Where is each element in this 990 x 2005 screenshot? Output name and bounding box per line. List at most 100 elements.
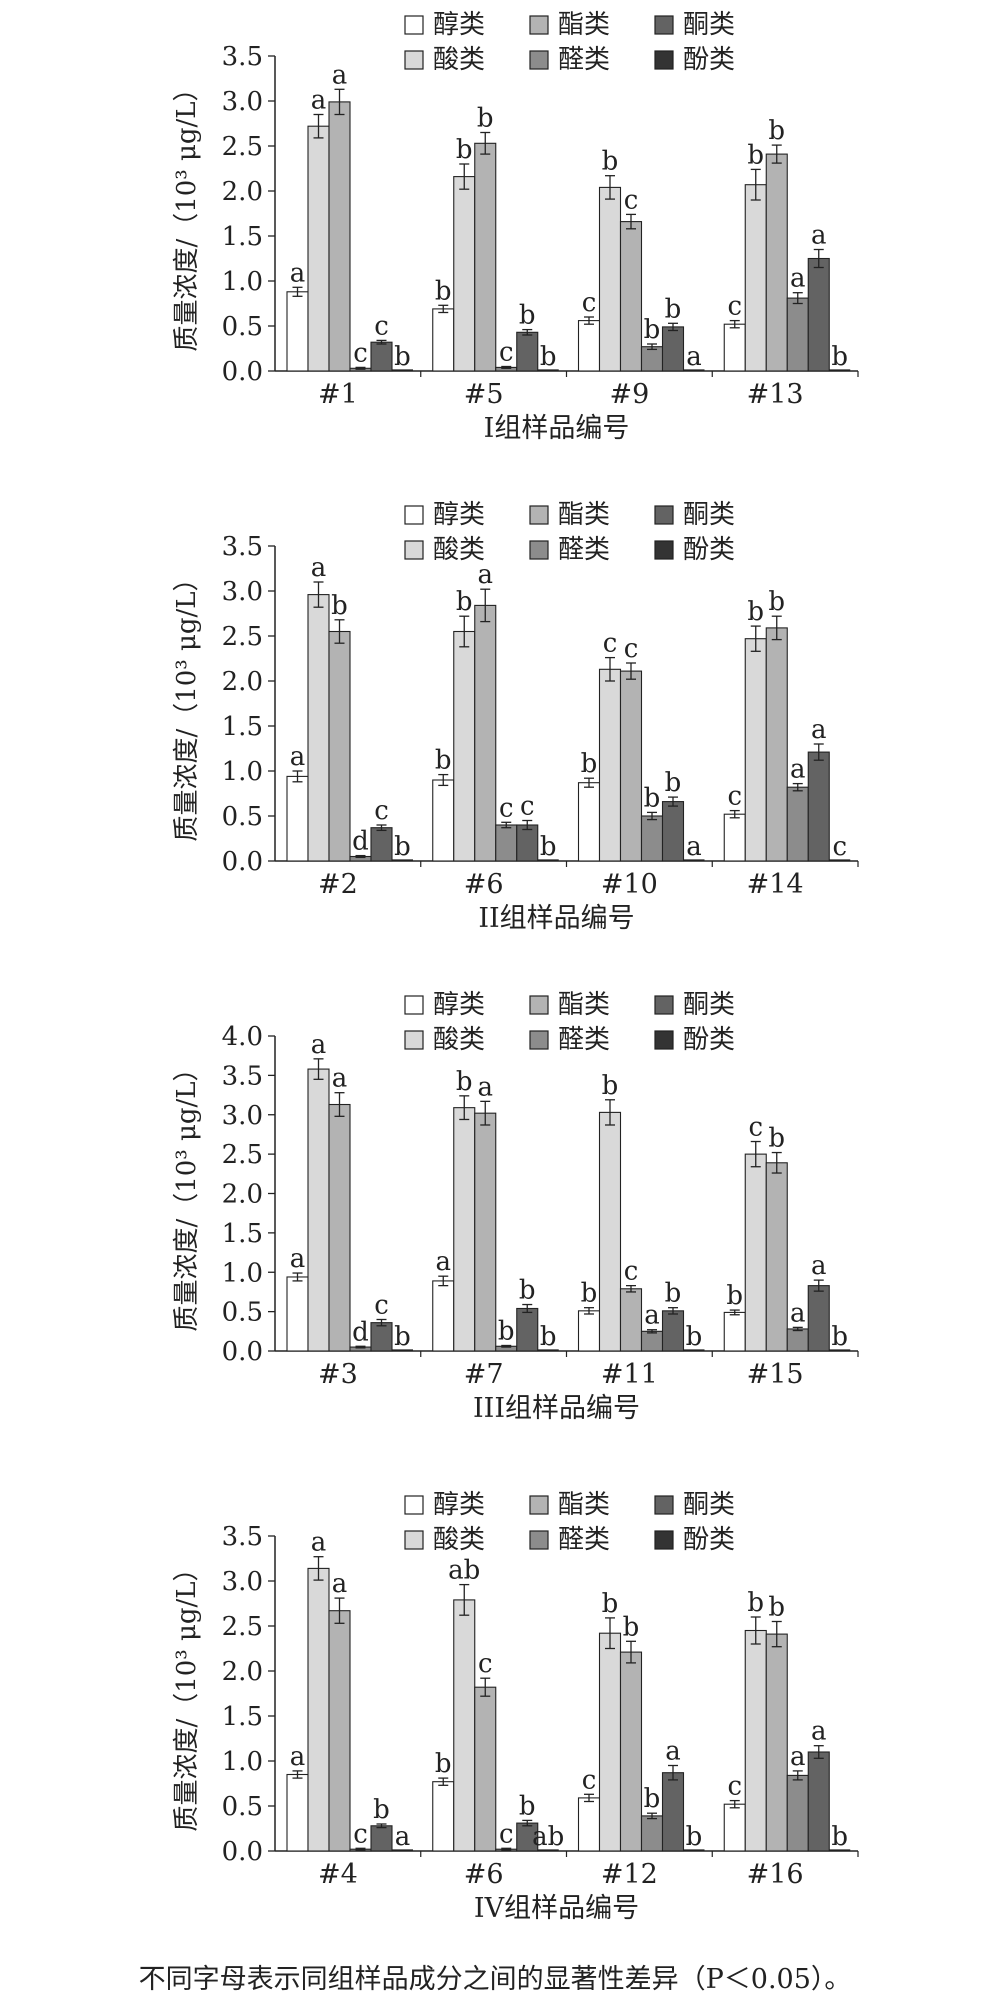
legend-label: 醇类 xyxy=(433,990,485,1020)
bar-4-3 xyxy=(640,1815,664,1852)
legend-swatch xyxy=(654,1495,674,1515)
y-tick-label: 3.0 xyxy=(222,1567,263,1597)
legend-item-1: 醇类 xyxy=(404,10,485,40)
y-tick-label: 4.0 xyxy=(222,1022,263,1052)
significance-label: c xyxy=(748,1113,763,1143)
bar-1-1 xyxy=(286,1276,309,1352)
x-tick-label: #4 xyxy=(318,1859,358,1890)
significance-label: b xyxy=(602,1071,619,1101)
legend-label: 醛类 xyxy=(558,535,610,565)
y-tick-label: 1.5 xyxy=(222,1219,263,1249)
bar-3-3 xyxy=(619,1288,643,1352)
bar-5-1 xyxy=(370,1322,393,1352)
y-tick-label: 3.0 xyxy=(222,87,263,117)
legend-label: 酚类 xyxy=(683,535,735,565)
significance-label: a xyxy=(290,1244,306,1274)
significance-label: a xyxy=(311,553,327,583)
significance-label: b xyxy=(768,116,785,146)
legend-label: 酯类 xyxy=(558,1490,610,1520)
bar-3-2 xyxy=(474,1686,497,1852)
y-tick-label: 2.0 xyxy=(222,667,263,697)
bar-3-1 xyxy=(328,630,351,862)
legend-item-6: 酚类 xyxy=(654,1525,735,1555)
bar-4-4 xyxy=(786,1774,809,1852)
chart-panel-1: 醇类 酸类 酯类 醛类 酮类 酚类 0.0 0.5 1.0 1.5 2.0 2.5 3.0 3.5 质量浓度… xyxy=(0,0,990,490)
bar-2-3 xyxy=(598,668,622,862)
legend-swatch xyxy=(404,1030,424,1050)
significance-label: b xyxy=(331,591,348,621)
y-tick-label: 1.0 xyxy=(222,1747,263,1777)
significance-label: a xyxy=(435,1247,451,1277)
bar-1-1 xyxy=(286,775,309,862)
legend-swatch xyxy=(529,1495,549,1515)
x-tick-label: #7 xyxy=(464,1359,504,1390)
legend-label: 酸类 xyxy=(433,45,485,75)
y-axis-label: 质量浓度/（10³ μg/L） xyxy=(172,75,202,351)
y-axis-label: 质量浓度/（10³ μg/L） xyxy=(172,1555,202,1831)
legend-item-5: 酮类 xyxy=(654,990,735,1020)
bar-1-2 xyxy=(432,308,455,372)
x-axis-label: IV组样品编号 xyxy=(474,1893,639,1924)
x-tick-label: #2 xyxy=(318,869,358,900)
significance-label: b xyxy=(602,1589,619,1619)
chart-panel-2: 醇类 酸类 酯类 醛类 酮类 酚类 0.0 0.5 1.0 1.5 2.0 2.5 3.0 3.5 质量浓度… xyxy=(0,490,990,970)
footnote: 不同字母表示同组样品成分之间的显著性差异（P＜0.05）。 xyxy=(138,1964,852,1995)
y-axis-label: 质量浓度/（10³ μg/L） xyxy=(172,1055,202,1331)
significance-label: b xyxy=(665,294,682,324)
legend-item-4: 醛类 xyxy=(529,1025,610,1055)
legend-item-6: 酚类 xyxy=(654,45,735,75)
legend-swatch xyxy=(529,1530,549,1550)
y-tick-label: 0.0 xyxy=(222,847,263,877)
significance-label: c xyxy=(624,634,639,664)
legend-item-3: 酯类 xyxy=(529,10,610,40)
x-tick-label: #14 xyxy=(747,869,804,900)
legend-label: 醛类 xyxy=(558,1525,610,1555)
bar-1-4 xyxy=(723,1311,746,1352)
significance-label: b xyxy=(519,301,536,331)
bar-2-3 xyxy=(598,1111,622,1352)
significance-label: b xyxy=(435,746,452,776)
significance-label: b xyxy=(644,1784,661,1814)
bar-3-4 xyxy=(765,627,788,862)
y-tick-label: 0.0 xyxy=(222,1837,263,1867)
legend-swatch xyxy=(654,50,674,70)
x-axis-label: III组样品编号 xyxy=(473,1393,640,1424)
significance-label: a xyxy=(644,1301,660,1331)
bar-3-1 xyxy=(328,1610,351,1852)
significance-label: b xyxy=(665,1279,682,1309)
bar-1-2 xyxy=(432,1781,455,1852)
bar-2-1 xyxy=(307,1068,330,1352)
bar-5-1 xyxy=(370,827,393,862)
legend-label: 酸类 xyxy=(433,535,485,565)
y-tick-label: 3.5 xyxy=(222,532,263,562)
bar-5-3 xyxy=(661,1310,685,1352)
legend-label: 酚类 xyxy=(683,45,735,75)
bar-5-3 xyxy=(661,801,685,862)
bar-2-4 xyxy=(744,184,767,372)
bar-1-1 xyxy=(286,1773,309,1852)
x-tick-label: #15 xyxy=(747,1359,804,1390)
legend-label: 酮类 xyxy=(683,10,735,40)
legend-item-2: 酸类 xyxy=(404,535,485,565)
y-tick-label: 0.0 xyxy=(222,357,263,387)
significance-label: b xyxy=(831,1822,848,1852)
significance-label: b xyxy=(456,1067,473,1097)
legend-label: 酯类 xyxy=(558,990,610,1020)
bar-2-1 xyxy=(307,1567,330,1852)
bar-4-3 xyxy=(640,1330,664,1352)
y-tick-label: 2.0 xyxy=(222,1657,263,1687)
legend-swatch xyxy=(404,1530,424,1550)
y-tick-label: 3.5 xyxy=(222,1522,263,1552)
bar-3-1 xyxy=(328,1103,351,1352)
y-tick-label: 0.5 xyxy=(222,312,263,342)
significance-label: b xyxy=(435,276,452,306)
bar-2-1 xyxy=(307,594,330,862)
significance-label: a xyxy=(790,755,806,785)
legend-item-3: 酯类 xyxy=(529,1490,610,1520)
legend-label: 酯类 xyxy=(558,500,610,530)
legend-item-5: 酮类 xyxy=(654,10,735,40)
legend-item-4: 醛类 xyxy=(529,45,610,75)
bar-3-2 xyxy=(474,1112,497,1352)
